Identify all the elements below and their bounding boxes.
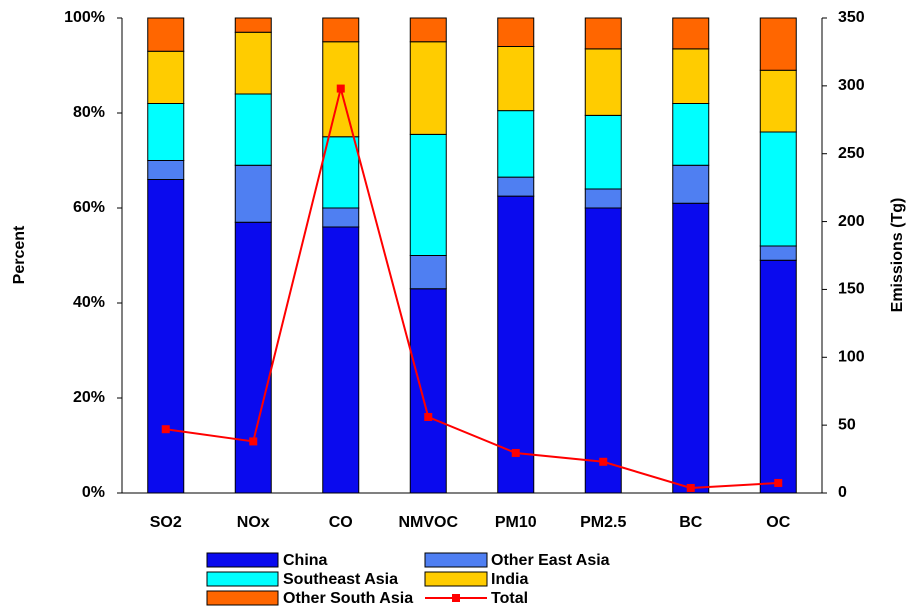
legend-label: Other South Asia bbox=[283, 590, 413, 607]
line bbox=[165, 88, 779, 489]
bar-segment bbox=[672, 202, 710, 494]
line-marker bbox=[424, 413, 433, 421]
x-tick-label: SO2 bbox=[150, 514, 182, 531]
legend-label: Total bbox=[491, 590, 528, 607]
line-marker bbox=[686, 483, 695, 492]
y2-tick-label: 350 bbox=[838, 9, 865, 26]
line-marker bbox=[774, 478, 783, 487]
bar-segment bbox=[234, 31, 272, 95]
bar-segment bbox=[409, 288, 447, 494]
legend-label: Southeast Asia bbox=[283, 571, 398, 588]
bar-segment bbox=[234, 93, 272, 166]
line-marker bbox=[599, 457, 608, 466]
bar-segment bbox=[147, 50, 185, 104]
bar-segment bbox=[234, 221, 272, 494]
bar-segment bbox=[497, 46, 535, 112]
legend-swatch bbox=[206, 571, 279, 587]
legend-swatch bbox=[424, 552, 488, 568]
bar-segment bbox=[672, 164, 710, 204]
legend-swatch bbox=[424, 571, 488, 587]
bar-segment bbox=[584, 207, 622, 494]
bar-segment bbox=[147, 160, 185, 180]
bar-segment bbox=[759, 17, 797, 71]
legend-label: India bbox=[491, 571, 528, 588]
y-tick-label: 40% bbox=[73, 294, 105, 311]
legend-label: China bbox=[283, 552, 328, 569]
y-tick-label: 0% bbox=[82, 484, 105, 501]
legend-label: Other East Asia bbox=[491, 552, 610, 569]
bar-segment bbox=[409, 41, 447, 135]
bar-segment bbox=[409, 133, 447, 256]
bar-segment bbox=[759, 131, 797, 247]
line-marker bbox=[336, 84, 345, 93]
bar-segment bbox=[497, 176, 535, 197]
bar-segment bbox=[584, 188, 622, 209]
y-tick-label: 100% bbox=[64, 9, 105, 26]
y2-axis-title: Emissions (Tg) bbox=[889, 198, 906, 313]
bar-segment bbox=[759, 259, 797, 494]
bar-segment bbox=[322, 17, 360, 43]
x-tick-label: BC bbox=[679, 514, 703, 531]
bar-segment bbox=[497, 17, 535, 47]
y2-tick-label: 300 bbox=[838, 77, 865, 94]
y2-tick-label: 0 bbox=[838, 484, 847, 501]
legend-swatch bbox=[206, 552, 279, 568]
y-axis-title: Percent bbox=[11, 225, 28, 284]
legend-swatch bbox=[206, 590, 279, 606]
bar-segment bbox=[409, 17, 447, 43]
bar-segment bbox=[497, 195, 535, 494]
x-tick-label: PM2.5 bbox=[580, 514, 626, 531]
y2-tick-label: 250 bbox=[838, 145, 865, 162]
bar-segment bbox=[147, 179, 185, 494]
x-tick-label: PM10 bbox=[495, 514, 537, 531]
y2-tick-label: 100 bbox=[838, 349, 865, 366]
x-tick-label: NOx bbox=[237, 514, 270, 531]
line-marker bbox=[249, 437, 258, 446]
bar-segment bbox=[234, 164, 272, 223]
bar-segment bbox=[672, 103, 710, 166]
bar-segment bbox=[234, 17, 272, 33]
bar-segment bbox=[322, 226, 360, 494]
line-marker bbox=[511, 448, 520, 457]
bar-segment bbox=[322, 207, 360, 228]
bar-segment bbox=[147, 17, 185, 52]
x-tick-label: CO bbox=[329, 514, 353, 531]
bar-segment bbox=[147, 103, 185, 161]
bar-segment bbox=[584, 48, 622, 116]
bar-segment bbox=[759, 69, 797, 133]
x-tick-label: OC bbox=[766, 514, 790, 531]
y-tick-label: 80% bbox=[73, 104, 105, 121]
bar-segment bbox=[759, 245, 797, 261]
bar-segment bbox=[672, 48, 710, 104]
line-marker bbox=[161, 425, 170, 434]
x-tick-label: NMVOC bbox=[398, 514, 458, 531]
y-tick-label: 20% bbox=[73, 389, 105, 406]
y2-tick-label: 200 bbox=[838, 213, 865, 230]
legend-marker bbox=[452, 594, 460, 602]
bar-segment bbox=[584, 114, 622, 190]
bar-segment bbox=[409, 255, 447, 290]
bar-segment bbox=[672, 17, 710, 50]
y2-tick-label: 150 bbox=[838, 281, 865, 298]
bar-segment bbox=[322, 136, 360, 209]
y-tick-label: 60% bbox=[73, 199, 105, 216]
y2-tick-label: 50 bbox=[838, 416, 856, 433]
bar-segment bbox=[584, 17, 622, 50]
bar-segment bbox=[497, 110, 535, 178]
